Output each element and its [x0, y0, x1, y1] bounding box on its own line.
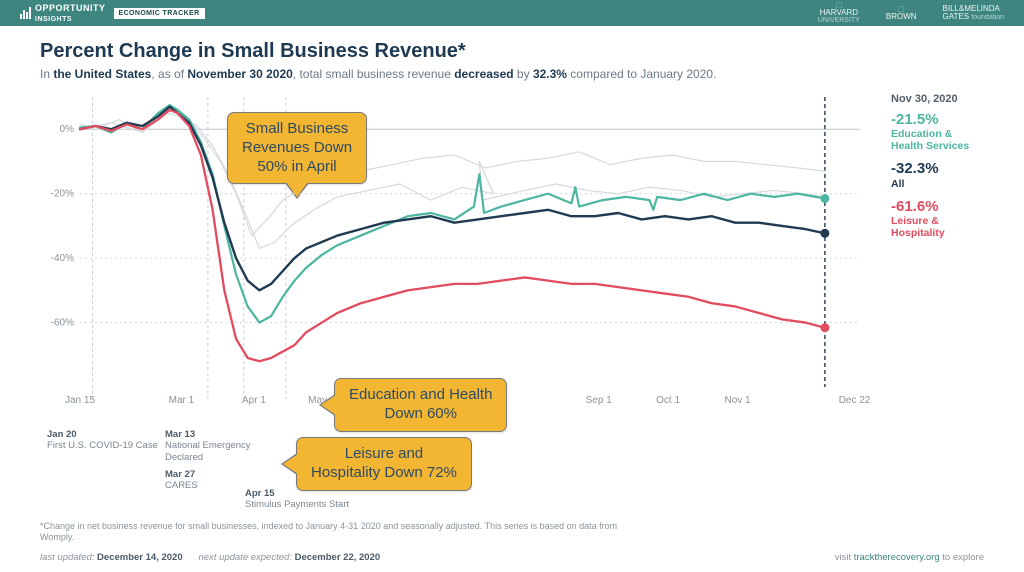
callout-c2: Education and HealthDown 60%	[334, 378, 507, 432]
callout-c3: Leisure andHospitality Down 72%	[296, 437, 472, 491]
side-item: -61.6% Leisure & Hospitality	[891, 198, 986, 239]
logo-sub: INSIGHTS	[35, 16, 72, 23]
svg-text:Jan 15: Jan 15	[65, 395, 95, 406]
svg-text:Apr 1: Apr 1	[242, 395, 266, 406]
logo-opportunity-insights: OPPORTUNITY INSIGHTS	[20, 3, 106, 23]
side-date: Nov 30, 2020	[891, 93, 986, 105]
footnote: *Change in net business revenue for smal…	[40, 521, 640, 544]
svg-text:Dec 22: Dec 22	[839, 395, 871, 406]
side-item: -32.3% All	[891, 160, 986, 189]
chart-wrap: 0%-20%-40%-60%Jan 15Mar 1Apr 1May 1Sep 1…	[40, 87, 984, 437]
svg-text:-60%: -60%	[51, 318, 74, 329]
visit-link-wrap: visit tracktherecovery.org to explore	[835, 552, 984, 563]
logo-main: OPPORTUNITY	[35, 3, 106, 13]
callout-c1: Small BusinessRevenues Down50% in April	[227, 112, 367, 184]
bottombar: last updated: December 14, 2020 next upd…	[40, 552, 984, 563]
svg-text:-40%: -40%	[51, 253, 74, 264]
side-labels: Nov 30, 2020 -21.5% Education & Health S…	[891, 93, 986, 247]
svg-text:Nov 1: Nov 1	[724, 395, 751, 406]
event-e2: Mar 13National Emergency Declared	[165, 429, 280, 463]
logo-bars-icon	[20, 7, 31, 19]
event-e1: Jan 20First U.S. COVID-19 Case	[47, 429, 158, 452]
side-item: -21.5% Education & Health Services	[891, 111, 986, 152]
svg-text:-20%: -20%	[51, 189, 74, 200]
page-title: Percent Change in Small Business Revenue…	[40, 40, 984, 63]
visit-link[interactable]: tracktherecovery.org	[854, 552, 940, 563]
content: Percent Change in Small Business Revenue…	[0, 26, 1024, 437]
sponsor-gates: BILL&MELINDA GATES foundation	[943, 5, 1004, 21]
event-e3: Mar 27CARES	[165, 469, 198, 492]
page-subtitle: In the United States, as of November 30 …	[40, 67, 984, 81]
topbar-left: OPPORTUNITY INSIGHTS ECONOMIC TRACKER	[20, 3, 205, 23]
svg-text:Sep 1: Sep 1	[586, 395, 613, 406]
event-e4: Apr 15Stimulus Payments Start	[245, 488, 349, 511]
sponsor-brown: ⬚ BROWN	[886, 6, 917, 21]
topbar-sponsors: ⬚ HARVARD UNIVERSITY ⬚ BROWN BILL&MELIND…	[818, 2, 1004, 24]
tracker-tag: ECONOMIC TRACKER	[114, 8, 205, 19]
svg-text:Mar 1: Mar 1	[169, 395, 195, 406]
svg-text:Oct 1: Oct 1	[656, 395, 680, 406]
svg-text:0%: 0%	[60, 124, 75, 135]
topbar: OPPORTUNITY INSIGHTS ECONOMIC TRACKER ⬚ …	[0, 0, 1024, 26]
sponsor-harvard: ⬚ HARVARD UNIVERSITY	[818, 2, 860, 24]
